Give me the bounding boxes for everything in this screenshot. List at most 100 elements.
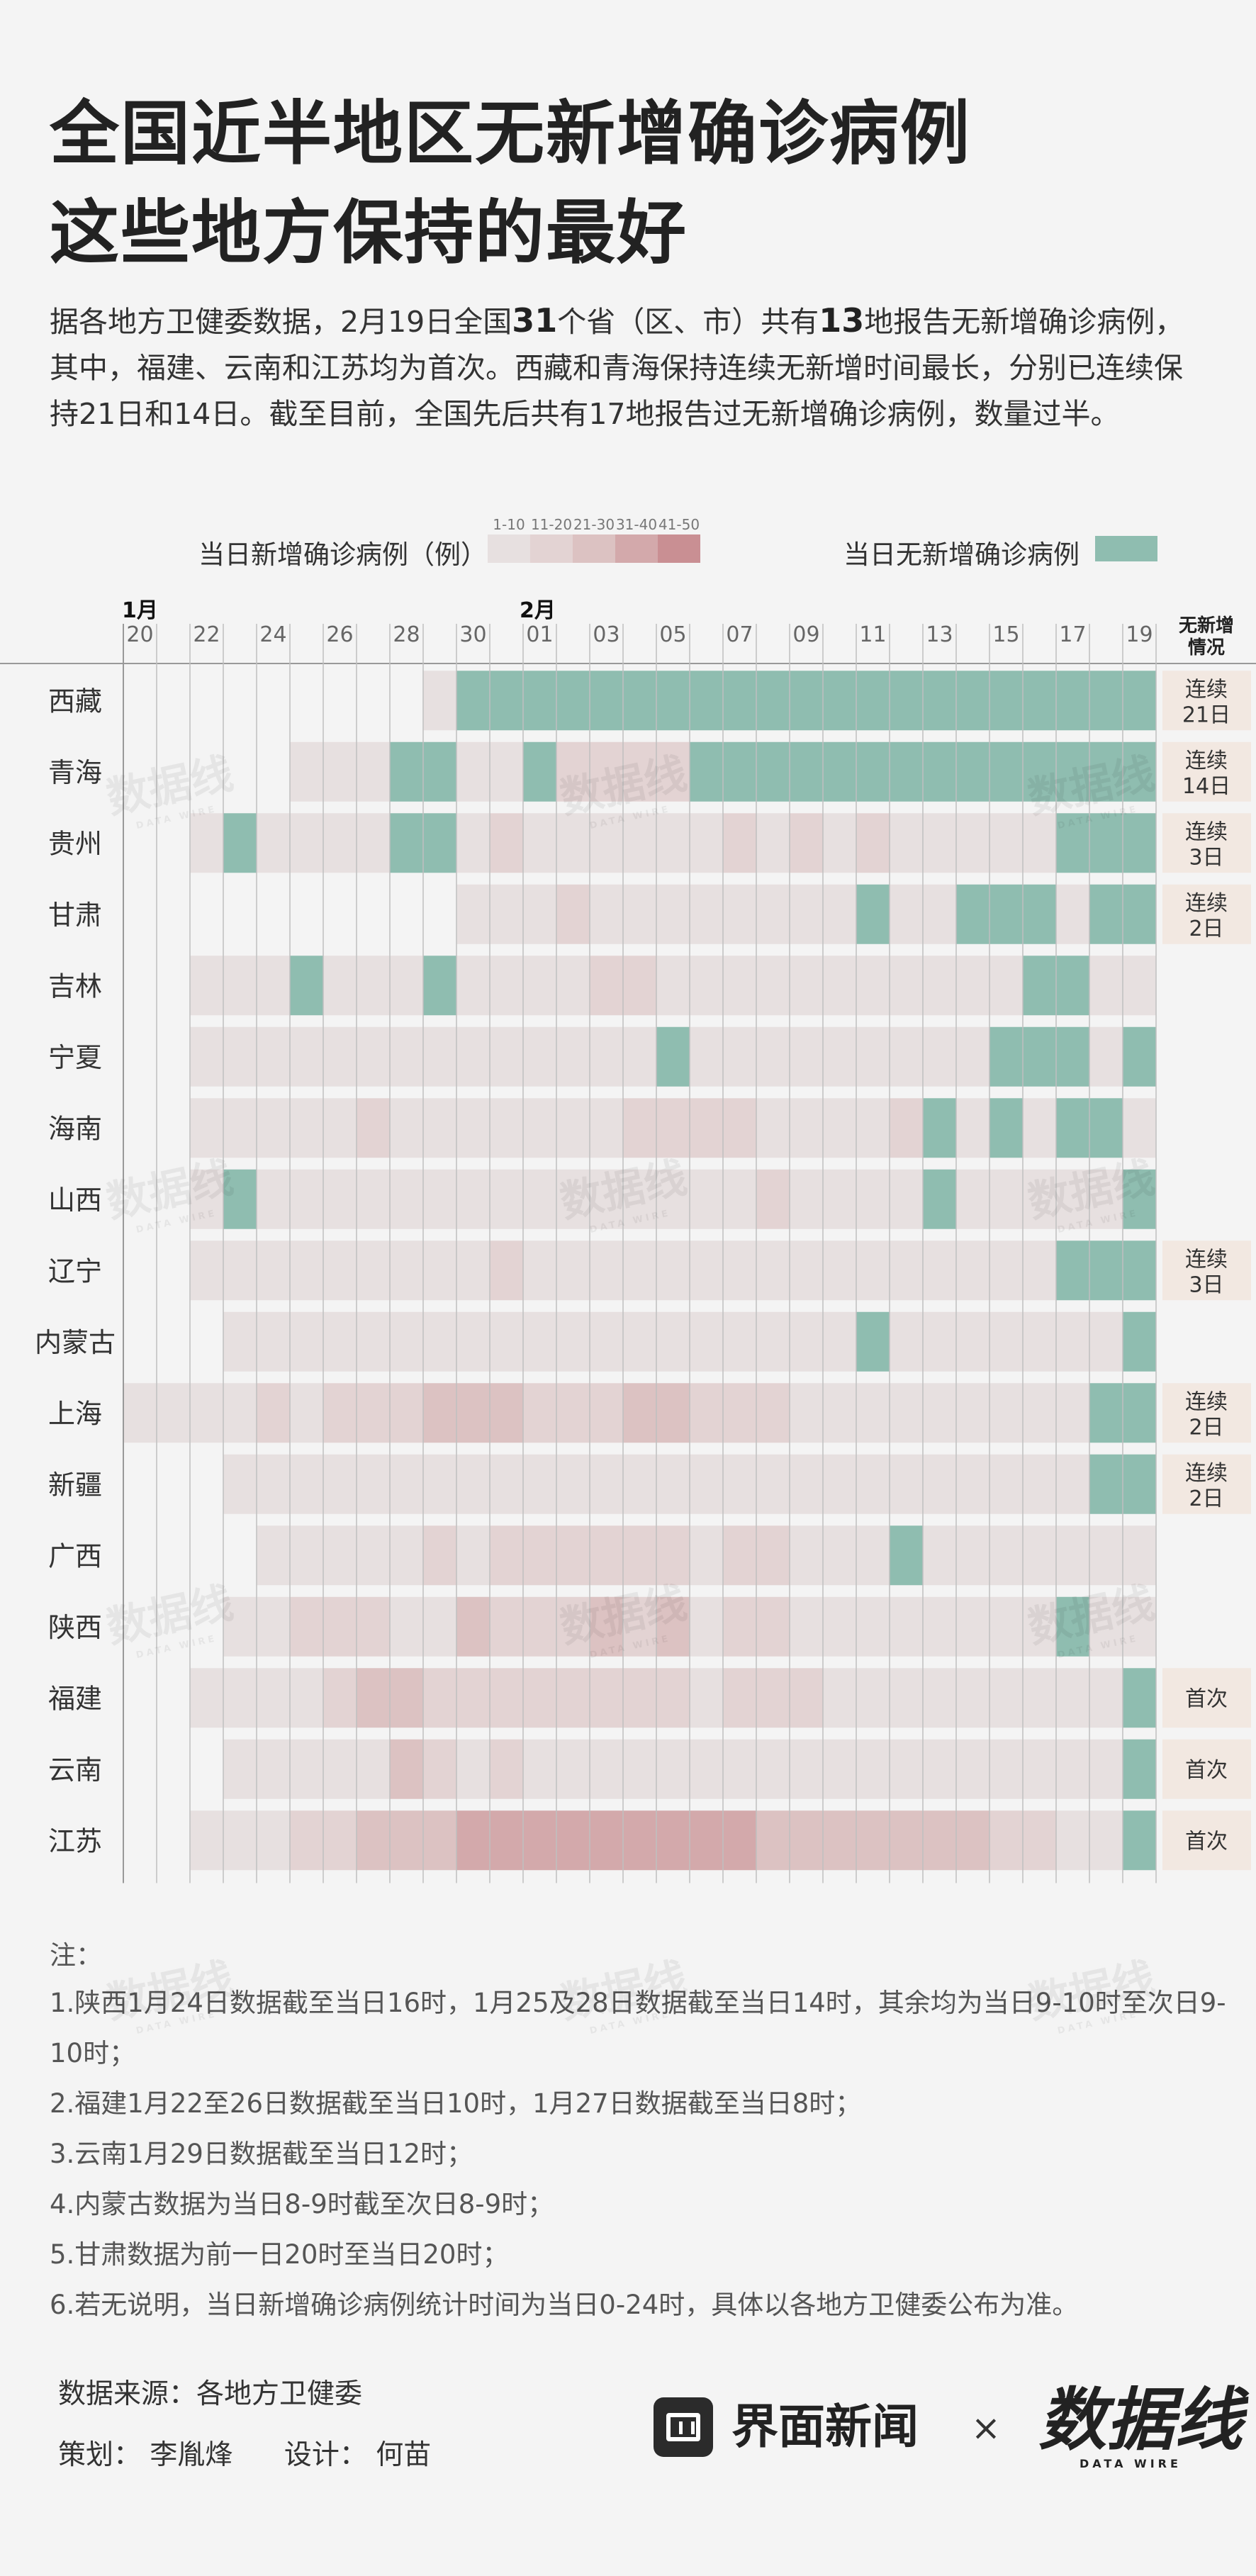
heatmap-cell [856, 1098, 890, 1158]
heatmap-cell [756, 1810, 790, 1871]
heatmap-cell [656, 1810, 690, 1871]
heatmap-cell [823, 1169, 856, 1229]
heatmap-cell [456, 1383, 490, 1443]
heatmap-cell [1123, 1383, 1156, 1443]
status-box [1162, 1739, 1251, 1799]
heatmap-cell [1056, 1668, 1089, 1728]
heatmap-cell [790, 956, 823, 1016]
heatmap-cell [423, 671, 456, 731]
heatmap-cell [656, 956, 690, 1016]
legend-bin-label: 41-50 [658, 516, 700, 533]
heatmap-cell [1056, 1739, 1089, 1799]
heatmap-cell [490, 956, 523, 1016]
credits: 策划： 李胤烽 设计： 何苗 [58, 2433, 441, 2473]
heatmap-cell [556, 1454, 590, 1514]
heatmap-cell [290, 741, 323, 802]
intro-paragraph: 据各地方卫健委数据，2月19日全国31个省（区、市）共有13地报告无新增确诊病例… [50, 298, 1205, 437]
status-box [1162, 1454, 1251, 1514]
heatmap-cell [790, 1241, 823, 1301]
heatmap-cell [923, 1596, 956, 1657]
heatmap-cell [290, 1026, 323, 1087]
heatmap-cell [423, 1454, 456, 1514]
heatmap-cell [257, 956, 290, 1016]
heatmap-cell [690, 1525, 723, 1586]
heatmap-cell [623, 1454, 656, 1514]
heatmap-cell [856, 1525, 890, 1586]
heatmap-cell [257, 1739, 290, 1799]
heatmap-cell [490, 1026, 523, 1087]
heatmap-cell [223, 1668, 257, 1728]
heatmap-cell [290, 1596, 323, 1657]
heatmap-cell [856, 1668, 890, 1728]
heatmap-cell [490, 671, 523, 731]
heatmap-cell [923, 884, 956, 944]
heatmap-cell [1056, 1810, 1089, 1871]
heatmap-cell [989, 1525, 1023, 1586]
status-text: 连续 [1185, 1461, 1228, 1486]
heatmap-cell [223, 1810, 257, 1871]
heatmap-cell [690, 1596, 723, 1657]
status-text: 连续 [1185, 1247, 1228, 1272]
heatmap-cell [923, 1169, 956, 1229]
row-label: 山西 [48, 1185, 102, 1216]
legend-bin-label: 21-30 [573, 516, 615, 533]
heatmap-cell [556, 1311, 590, 1372]
heatmap-cell [556, 671, 590, 731]
heatmap-cell [523, 741, 556, 802]
status-text: 14日 [1182, 774, 1230, 799]
heatmap-cell [257, 1383, 290, 1443]
heatmap-cell [923, 1241, 956, 1301]
x-tick-label: 30 [459, 622, 486, 647]
heatmap-cell [790, 884, 823, 944]
heatmap-cell [823, 1596, 856, 1657]
heatmap-cell [856, 1454, 890, 1514]
heatmap-cell [456, 956, 490, 1016]
heatmap-cell [456, 813, 490, 873]
heatmap-cell [257, 1810, 290, 1871]
heatmap-cell [357, 1383, 390, 1443]
row-label: 广西 [48, 1540, 102, 1572]
heatmap-cell [423, 1596, 456, 1657]
heatmap-cell [656, 1383, 690, 1443]
note-item: 3.云南1月29日数据截至当日12时； [50, 2139, 473, 2169]
row-label: 甘肃 [48, 900, 102, 931]
status-box [1162, 741, 1251, 802]
row-label: 青海 [48, 757, 102, 788]
heatmap-cell [623, 671, 656, 731]
heatmap-cell [690, 1739, 723, 1799]
heatmap-cell [823, 1739, 856, 1799]
heatmap-cell [456, 671, 490, 731]
heatmap-cell [357, 1311, 390, 1372]
heatmap-cell [756, 1169, 790, 1229]
note-item: 2.福建1月22至26日数据截至当日10时，1月27日数据截至当日8时； [50, 2088, 862, 2119]
heatmap-cell [357, 1454, 390, 1514]
heatmap-cell [1056, 1454, 1089, 1514]
heatmap-cell [257, 1098, 290, 1158]
heatmap-cell [856, 1311, 890, 1372]
heatmap-cell [1089, 1739, 1123, 1799]
heatmap-cell [890, 1383, 923, 1443]
row-label: 福建 [48, 1683, 102, 1714]
heatmap-cell [1123, 884, 1156, 944]
row-label: 贵州 [48, 828, 102, 859]
heatmap-cell [590, 956, 623, 1016]
heatmap-cell [490, 1169, 523, 1229]
heatmap-cell [357, 1169, 390, 1229]
heatmap-cell [756, 1525, 790, 1586]
status-box [1162, 1810, 1251, 1871]
heatmap-cell [756, 1383, 790, 1443]
heatmap-cell [723, 813, 756, 873]
heatmap-cell [323, 813, 357, 873]
heatmap-cell [123, 1383, 157, 1443]
heatmap-cell [1056, 1241, 1089, 1301]
status-text: 首次 [1185, 1686, 1228, 1711]
heatmap-cell [656, 1311, 690, 1372]
heatmap-cell [1023, 1241, 1056, 1301]
heatmap-cell [290, 1311, 323, 1372]
heatmap-cell [590, 884, 623, 944]
heatmap-cell [923, 1525, 956, 1586]
heatmap-cell [823, 1525, 856, 1586]
heatmap-cell [956, 1596, 989, 1657]
heatmap-cell [490, 1098, 523, 1158]
heatmap-cell [989, 1454, 1023, 1514]
